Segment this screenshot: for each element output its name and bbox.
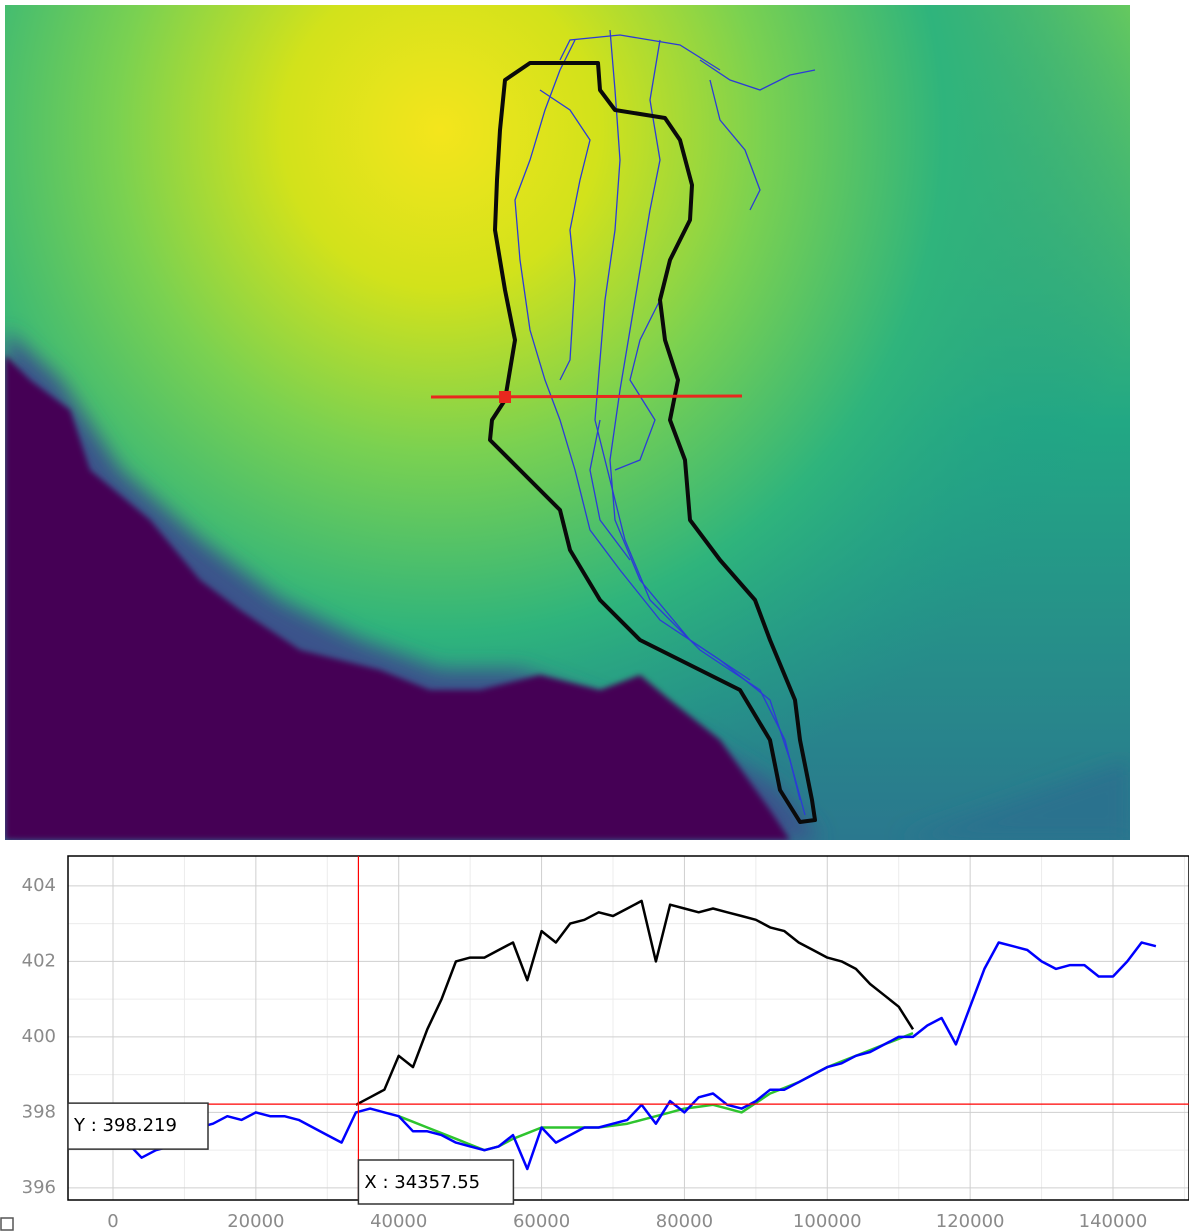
cursor-x-label: X : 34357.55 bbox=[364, 1172, 480, 1193]
profile-cursor-marker bbox=[499, 391, 511, 403]
x-tick-label: 60000 bbox=[513, 1211, 570, 1232]
x-tick-label: 100000 bbox=[793, 1211, 862, 1232]
raster-lowland bbox=[5, 355, 790, 840]
x-tick-label: 80000 bbox=[656, 1211, 713, 1232]
x-tick-label: 0 bbox=[107, 1211, 118, 1232]
catchment-boundary[interactable] bbox=[488, 61, 817, 824]
y-tick-label: 402 bbox=[22, 950, 56, 971]
plot-frame bbox=[67, 855, 1189, 1201]
y-tick-label: 400 bbox=[22, 1026, 56, 1047]
cursor-x-box bbox=[357, 1159, 515, 1205]
series-line bbox=[355, 899, 915, 1106]
x-tick-label: 20000 bbox=[227, 1211, 284, 1232]
corner-icon[interactable] bbox=[0, 1217, 14, 1231]
cursor-y-label: Y : 398.219 bbox=[73, 1115, 177, 1136]
rivers bbox=[514, 29, 816, 816]
plot-area bbox=[68, 856, 1189, 1200]
y-tick-label: 398 bbox=[22, 1101, 56, 1122]
x-tick-label: 140000 bbox=[1079, 1211, 1148, 1232]
y-tick-label: 396 bbox=[22, 1177, 56, 1198]
x-tick-label: 120000 bbox=[936, 1211, 1005, 1232]
series-line bbox=[112, 941, 1157, 1171]
map-view[interactable] bbox=[5, 5, 1130, 840]
x-tick-label: 40000 bbox=[370, 1211, 427, 1232]
y-tick-label: 404 bbox=[22, 875, 56, 896]
profile-line[interactable] bbox=[430, 394, 743, 399]
profile-chart[interactable]: 0 20000 40000 60000 80000 100000 120000 140000 3… bbox=[22, 855, 1189, 1232]
cursor-y-box bbox=[67, 1102, 209, 1150]
raster-east bbox=[900, 760, 1130, 840]
